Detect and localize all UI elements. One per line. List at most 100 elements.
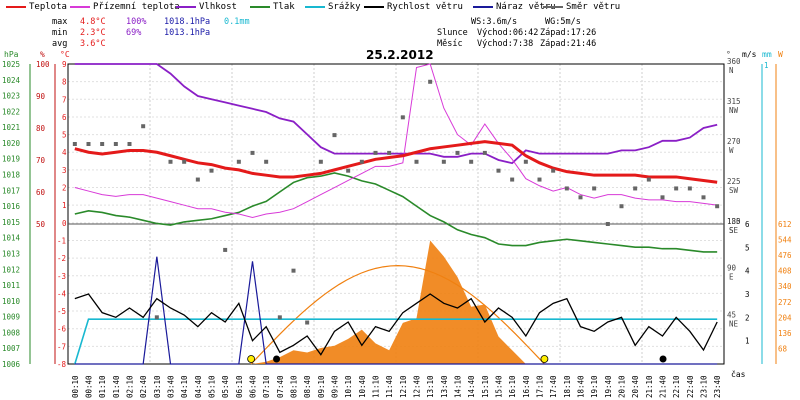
temp-tick-label: -6 <box>57 325 67 334</box>
pct-tick-label: 60 <box>36 188 46 197</box>
w-tick-label: 68 <box>778 344 788 353</box>
mm-tick-label: 1 <box>764 61 769 70</box>
wind-dir-point <box>100 142 105 146</box>
x-tick-label: 01:10 <box>98 375 107 398</box>
stats-rain: 0.1mm <box>224 17 250 27</box>
wind-dir-point <box>168 159 173 164</box>
dir-tick-label: 270 <box>727 137 741 146</box>
wind-dir-point <box>701 195 706 200</box>
sunrise: Východ:06:42 <box>477 28 539 38</box>
legend-item-3: Tlak <box>250 2 295 12</box>
sunset-marker <box>540 355 549 363</box>
x-tick-label: 12:10 <box>399 375 408 398</box>
stats-label: max <box>52 17 68 27</box>
dir-name-label: W <box>729 146 734 155</box>
legend-item-0: Teplota <box>6 2 67 12</box>
x-tick-label: 15:10 <box>481 375 490 398</box>
x-tick-label: 08:40 <box>303 375 312 398</box>
radiation-area <box>74 240 718 364</box>
w-tick-label: 408 <box>778 267 792 276</box>
moonset: Západ:21:46 <box>540 39 597 49</box>
wind-dir-point <box>387 150 392 155</box>
axis-title-hpa: hPa <box>4 50 19 59</box>
dir-name-label: E <box>729 273 734 282</box>
temp-tick-label: -7 <box>57 342 66 351</box>
temp-tick-label: 9 <box>62 60 67 69</box>
dir-tick-label: 135 <box>727 217 741 226</box>
wind-dir-point <box>428 79 433 84</box>
hpa-tick-label: 1017 <box>2 186 20 195</box>
ms-tick-label: 3 <box>745 290 750 299</box>
temperature-line <box>74 140 718 184</box>
ms-tick-label: 6 <box>745 220 750 229</box>
x-tick-label: 05:40 <box>221 375 230 398</box>
chart-date: 25.2.2012 <box>366 48 434 62</box>
x-tick-label: 02:40 <box>139 375 148 398</box>
wind-dir-point <box>291 268 296 273</box>
temp-tick-label: -5 <box>57 307 66 316</box>
x-tick-label: 14:10 <box>454 375 463 398</box>
axis-title-time: čas <box>731 369 746 379</box>
pct-tick-label: 50 <box>36 220 46 229</box>
ms-tick-label: 1 <box>745 337 750 346</box>
x-tick-label: 03:10 <box>153 375 162 398</box>
x-tick-label: 22:10 <box>672 375 681 398</box>
wind-dir-point <box>264 159 269 164</box>
wind-dir-point <box>209 168 214 173</box>
wind-dir-point <box>305 320 310 325</box>
w-tick-label: 476 <box>778 251 792 260</box>
legend-label: Přízemní teplota <box>93 2 180 12</box>
legend-item-4: Srážky <box>305 2 361 12</box>
legend-label: Rychlost větru <box>387 2 463 12</box>
hpa-tick-label: 1024 <box>2 76 21 85</box>
legend-label: Tlak <box>273 2 295 12</box>
legend-item-2: Vlhkost <box>176 2 237 12</box>
dir-name-label: NE <box>729 319 739 328</box>
legend-label: Vlhkost <box>199 2 237 12</box>
x-tick-label: 01:40 <box>112 375 121 398</box>
x-tick-label: 20:40 <box>631 375 640 398</box>
legend-swatch <box>305 6 325 8</box>
stats-press: 1013.1hPa <box>164 28 211 38</box>
wind-dir-point <box>250 150 255 155</box>
wind-dir-point <box>277 315 282 320</box>
x-tick-label: 16:10 <box>508 375 517 398</box>
dir-name-label: NW <box>729 106 739 115</box>
legend-item-5: Rychlost větru <box>364 2 463 12</box>
wind-dir-point <box>551 168 556 173</box>
ground-temp-line <box>74 63 718 219</box>
stats-press: 1018.1hPa <box>164 17 211 27</box>
temp-tick-label: 1 <box>62 201 67 210</box>
wind-dir-point <box>646 177 651 182</box>
stats-temp: 2.3°C <box>80 28 106 38</box>
dir-name-label: S <box>729 226 734 235</box>
x-tick-label: 07:10 <box>262 375 271 398</box>
x-tick-label: 23:40 <box>713 375 722 398</box>
hpa-tick-label: 1019 <box>2 155 20 164</box>
temp-tick-label: 6 <box>62 113 67 122</box>
hpa-tick-label: 1025 <box>2 60 20 69</box>
temp-tick-label: -3 <box>57 272 66 281</box>
legend-item-7: Směr větru <box>543 2 620 12</box>
hpa-tick-label: 1016 <box>2 202 21 211</box>
wind-dir-point <box>400 115 405 120</box>
x-tick-label: 07:40 <box>276 375 285 398</box>
hpa-tick-label: 1020 <box>2 139 21 148</box>
legend-swatch <box>70 6 90 8</box>
sun-label: Slunce <box>437 28 468 38</box>
sunrise-marker <box>247 355 256 363</box>
temp-tick-label: 2 <box>62 184 67 193</box>
wind-dir-point <box>605 222 610 226</box>
x-tick-label: 17:40 <box>549 375 558 398</box>
axis-title-ms: m/s <box>742 50 757 59</box>
legend-swatch <box>543 6 563 8</box>
pct-tick-label: 80 <box>36 124 46 133</box>
rain-line <box>74 318 718 365</box>
wind-dir-point <box>496 168 501 173</box>
w-tick-label: 612 <box>778 220 792 229</box>
wind-dir-point <box>592 186 597 191</box>
wind-dir-point <box>113 142 118 146</box>
temp-tick-label: 5 <box>62 131 67 140</box>
